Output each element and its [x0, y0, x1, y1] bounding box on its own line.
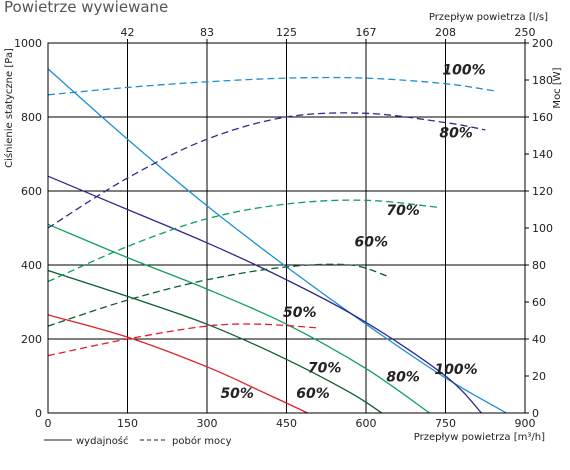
y2-tick-label: 180 — [532, 74, 553, 87]
grid — [48, 43, 525, 413]
series-line-power-60pct — [47, 263, 388, 327]
curve-label: 70% — [308, 360, 342, 376]
y-tick-label: 600 — [21, 185, 42, 198]
x2-tick-label: 125 — [276, 26, 297, 39]
series-line-pressure-70pct — [47, 223, 430, 414]
chart-title: Powietrze wywiewane — [4, 0, 169, 16]
y2-tick-label: 80 — [532, 259, 546, 272]
x-tick-label: 750 — [435, 417, 456, 430]
y2-tick-label: 100 — [532, 222, 553, 235]
series-line-power-100pct — [47, 76, 496, 96]
series-line-pressure-100pct — [47, 68, 507, 414]
x2-tick-label: 250 — [515, 26, 536, 39]
curve-label: 60% — [296, 386, 330, 402]
x2-tick-label: 167 — [356, 26, 377, 39]
series-line-pressure-50pct — [47, 314, 308, 414]
curve-labels: 100% 80% 70% 60% 50% 100% 80% 70% 60% 50% — [220, 62, 485, 402]
series-line-power-70pct — [47, 199, 441, 283]
x-tick-label: 900 — [515, 417, 536, 430]
curve-label: 100% — [434, 362, 477, 378]
y2-tick-label: 140 — [532, 148, 553, 161]
curve-label: 80% — [386, 370, 420, 386]
curve-label: 50% — [283, 305, 317, 321]
series-line-power-50pct — [47, 323, 319, 357]
curve-label: 50% — [220, 386, 254, 402]
x-tick-label: 600 — [356, 417, 377, 430]
y2-axis-label: Moc [W] — [552, 67, 563, 108]
y-axis-label: Ciśnienie statyczne [Pa] — [3, 48, 15, 168]
x2-tick-label: 208 — [435, 26, 456, 39]
legend-label: wydajność — [76, 435, 129, 447]
y2-tick-label: 200 — [532, 37, 553, 50]
y-tick-label: 400 — [21, 259, 42, 272]
curve-label: 70% — [386, 203, 420, 219]
curve-label: 60% — [355, 235, 389, 251]
x-axis-label: Przepływ powietrza [m³/h] — [414, 432, 545, 443]
y2-tick-label: 20 — [532, 370, 546, 383]
series-line-pressure-80pct — [47, 175, 482, 414]
series-line-pressure-60pct — [47, 269, 383, 414]
y2-tick-label: 160 — [532, 111, 553, 124]
x-tick-label: 0 — [45, 417, 52, 430]
x2-axis-label: Przepływ powietrza [l/s] — [429, 12, 548, 23]
y2-tick-label: 40 — [532, 333, 546, 346]
y2-tick-label: 60 — [532, 296, 546, 309]
x-tick-label: 450 — [276, 417, 297, 430]
legend-label: pobór mocy — [172, 435, 232, 447]
x2-tick-label: 42 — [121, 26, 135, 39]
x-tick-label: 300 — [197, 417, 218, 430]
y-tick-label: 800 — [21, 111, 42, 124]
y-tick-label: 0 — [35, 407, 42, 420]
tick-labels: 0 150 300 450 600 750 900020040060080010000204… — [14, 26, 553, 430]
x2-tick-label: 83 — [200, 26, 214, 39]
y-tick-label: 1000 — [14, 37, 42, 50]
legend: wydajność pobór mocy — [44, 435, 232, 447]
curve-label: 100% — [442, 62, 485, 78]
curves — [47, 68, 507, 414]
y2-tick-label: 120 — [532, 185, 553, 198]
y2-tick-label: 0 — [532, 407, 539, 420]
y-tick-label: 200 — [21, 333, 42, 346]
x-tick-label: 150 — [117, 417, 138, 430]
curve-label: 80% — [439, 125, 473, 141]
series-line-power-80pct — [47, 112, 486, 229]
